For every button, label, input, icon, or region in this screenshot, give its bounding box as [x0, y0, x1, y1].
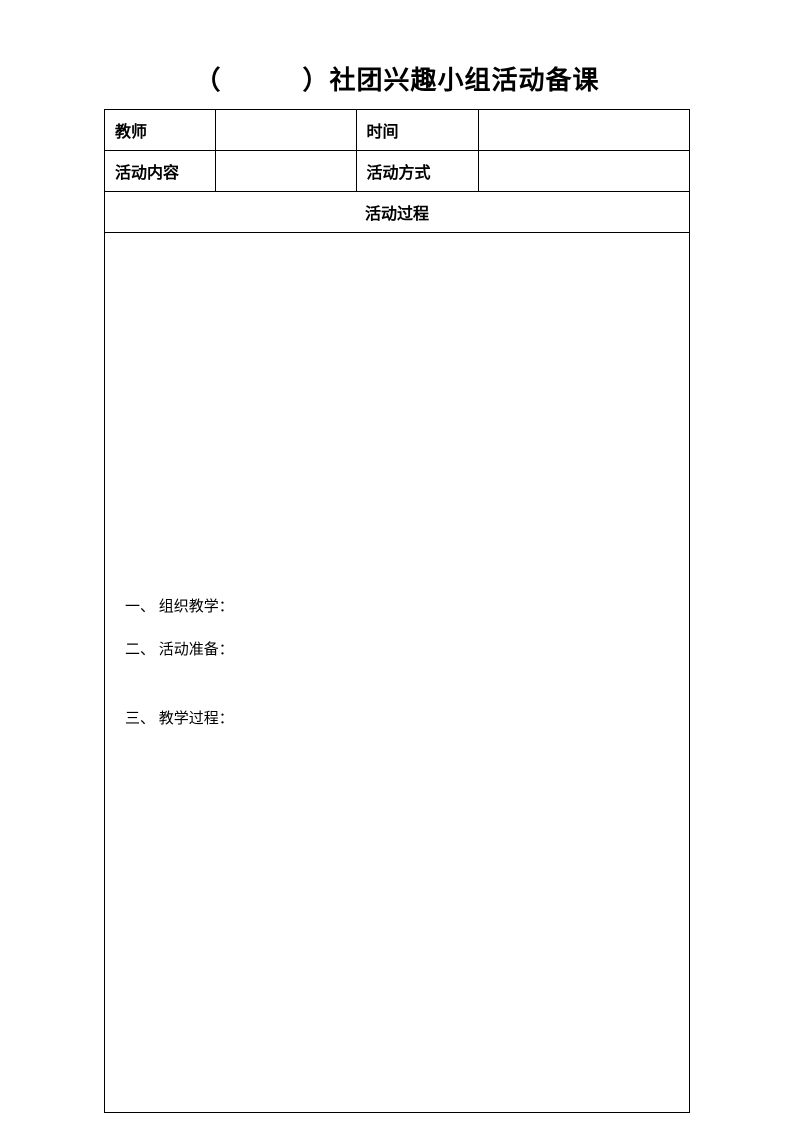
value-teacher [216, 110, 356, 151]
process-body: 一、 组织教学： 二、 活动准备： 三、 教学过程： [105, 233, 690, 1113]
table-row-process-header: 活动过程 [105, 192, 690, 233]
label-activity-method: 活动方式 [356, 151, 479, 192]
page-container: （ ）社团兴趣小组活动备课 教师 时间 活动内容 活动方式 活动过程 一、 组织… [0, 0, 794, 1113]
label-activity-content: 活动内容 [105, 151, 216, 192]
process-item-organize: 一、 组织教学： [115, 595, 679, 616]
label-time: 时间 [356, 110, 479, 151]
value-activity-method [479, 151, 690, 192]
page-title: （ ）社团兴趣小组活动备课 [104, 60, 690, 97]
process-header: 活动过程 [105, 192, 690, 233]
process-item-teaching: 三、 教学过程： [115, 707, 679, 728]
value-activity-content [216, 151, 356, 192]
lesson-plan-table: 教师 时间 活动内容 活动方式 活动过程 一、 组织教学： 二、 活动准备： 三… [104, 109, 690, 1113]
table-row-teacher-time: 教师 时间 [105, 110, 690, 151]
table-row-process-body: 一、 组织教学： 二、 活动准备： 三、 教学过程： [105, 233, 690, 1113]
table-row-content-method: 活动内容 活动方式 [105, 151, 690, 192]
process-item-prepare: 二、 活动准备： [115, 638, 679, 659]
label-teacher: 教师 [105, 110, 216, 151]
value-time [479, 110, 690, 151]
